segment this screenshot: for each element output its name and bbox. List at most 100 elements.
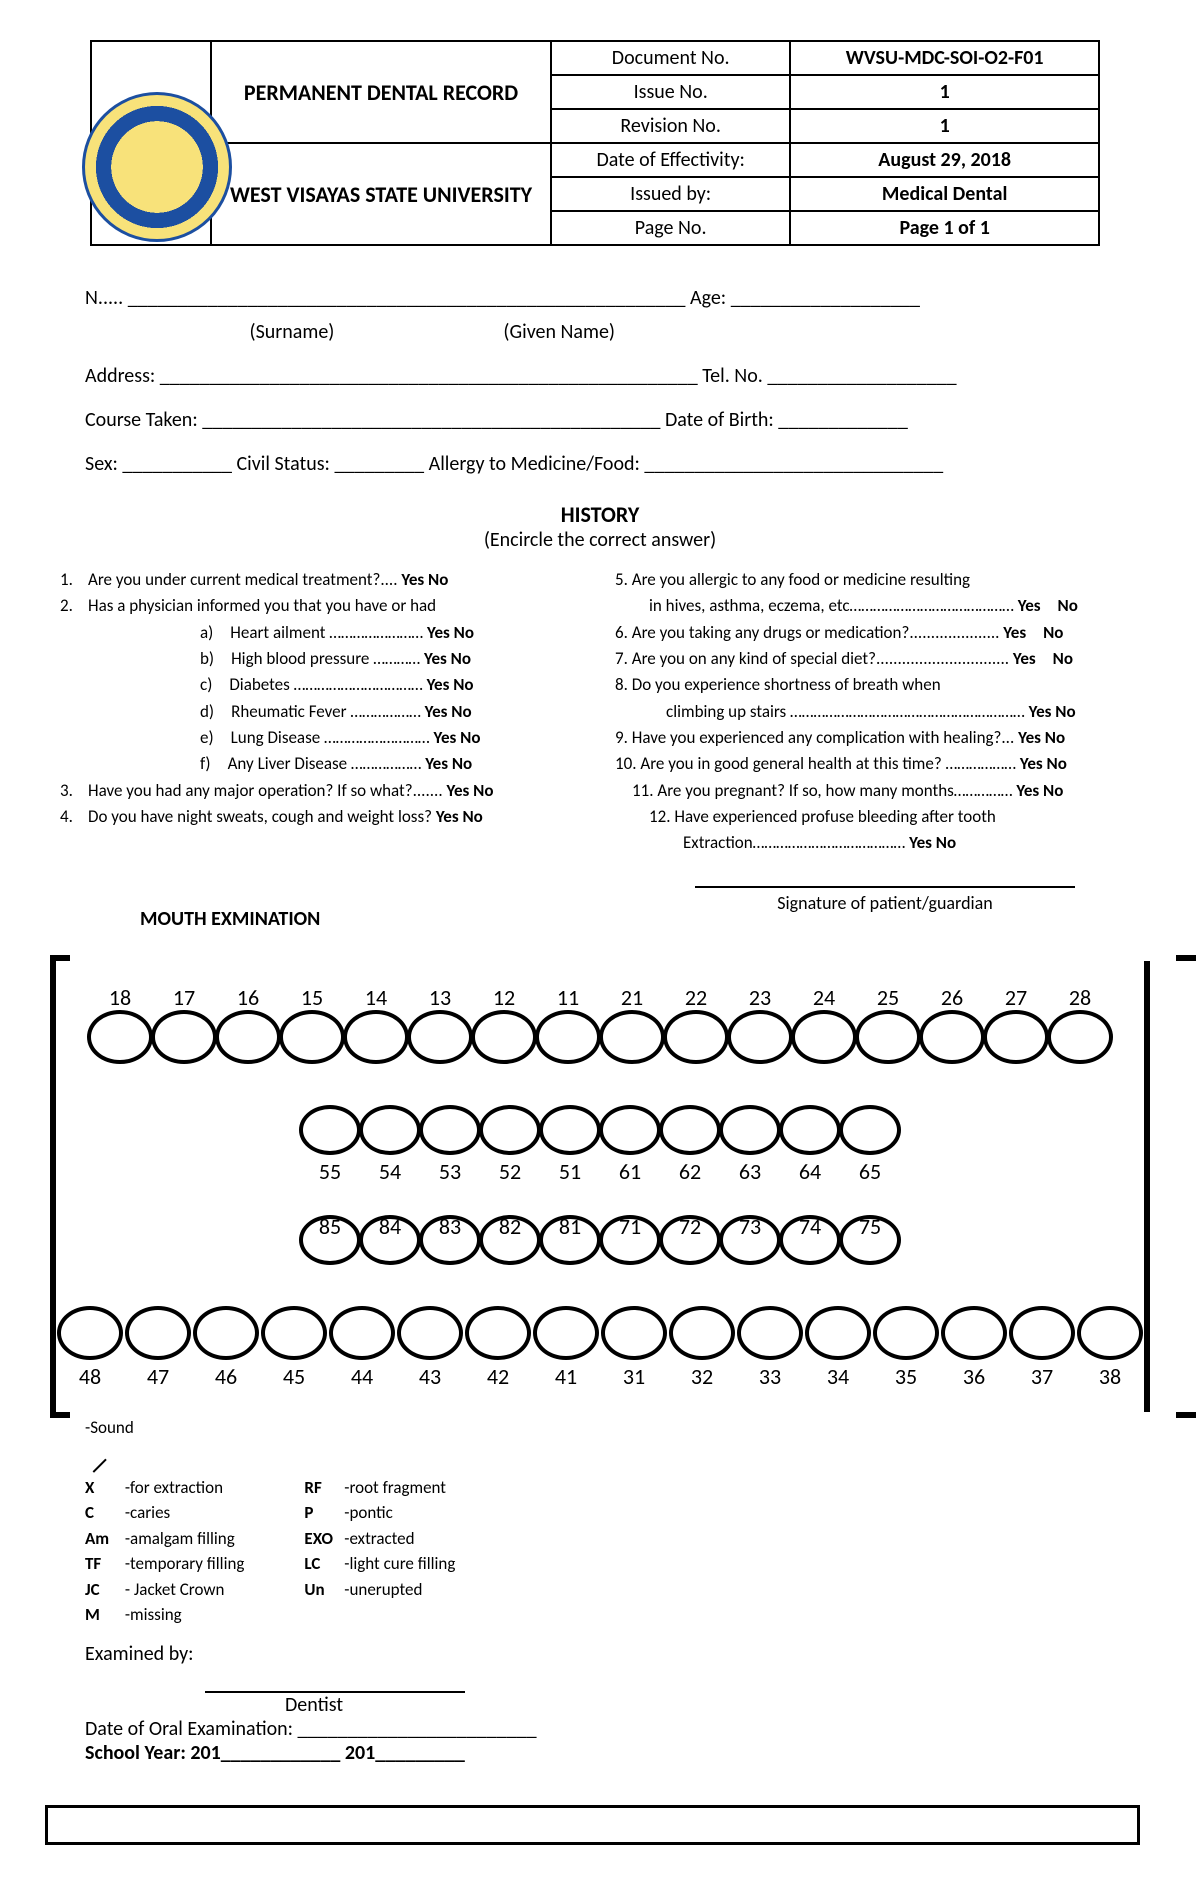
legend-item: RF -root fragment	[304, 1475, 455, 1501]
sex-line: ___________	[122, 452, 232, 476]
tooth-63: 63	[719, 1105, 781, 1184]
tooth-82: 82	[479, 1215, 541, 1265]
tooth-84: 84	[359, 1215, 421, 1265]
signature-block: Signature of patient/guardian	[695, 886, 1075, 914]
tooth-54: 54	[359, 1105, 421, 1184]
legend-item: EXO -extracted	[304, 1526, 455, 1552]
legend-item: Un -unerupted	[304, 1577, 455, 1603]
tooth-25: 25	[855, 984, 921, 1064]
tooth-47: 47	[125, 1306, 191, 1389]
tooth-62: 62	[659, 1105, 721, 1184]
tooth-45: 45	[261, 1306, 327, 1389]
tooth-21: 21	[599, 984, 665, 1064]
hdr-label-1: Issue No.	[551, 75, 790, 109]
address-label: Address:	[85, 364, 155, 388]
tooth-12: 12	[471, 984, 537, 1064]
history-item: 7. Are you on any kind of special diet?.…	[605, 646, 1160, 672]
history-item: 6. Are you taking any drugs or medicatio…	[605, 620, 1160, 646]
tooth-32: 32	[669, 1306, 735, 1389]
history-item: 9. Have you experienced any complication…	[605, 725, 1160, 751]
hdr-label-2: Revision No.	[551, 109, 790, 143]
header-table: PERMANENT DENTAL RECORD Document No. WVS…	[90, 40, 1100, 246]
tooth-74: 74	[779, 1215, 841, 1265]
tooth-31: 31	[601, 1306, 667, 1389]
civil-label: Civil Status:	[237, 452, 330, 476]
surname-label: (Surname)	[250, 320, 335, 344]
legend-block: X -for extractionC -cariesAm -amalgam fi…	[85, 1448, 1115, 1628]
tooth-64: 64	[779, 1105, 841, 1184]
history-item: f) Any Liver Disease ……………… Yes No	[40, 751, 595, 777]
tooth-26: 26	[919, 984, 985, 1064]
tooth-38: 38	[1077, 1306, 1143, 1389]
tooth-75: 75	[839, 1215, 901, 1265]
exam-date-line: Date of Oral Examination: ______________…	[85, 1717, 1115, 1741]
legend-item: X -for extraction	[85, 1475, 244, 1501]
tooth-42: 42	[465, 1306, 531, 1389]
history-item: 10. Are you in good general health at th…	[605, 751, 1160, 777]
history-item: e) Lung Disease ……………………… Yes No	[40, 725, 595, 751]
dob-label: Date of Birth:	[665, 408, 774, 432]
tooth-28: 28	[1047, 984, 1113, 1064]
tooth-14: 14	[343, 984, 409, 1064]
legend-item: TF -temporary filling	[85, 1551, 244, 1577]
tooth-17: 17	[151, 984, 217, 1064]
slash-icon	[81, 1447, 106, 1472]
legend-item: M -missing	[85, 1602, 244, 1628]
tooth-35: 35	[873, 1306, 939, 1389]
tooth-18: 18	[87, 984, 153, 1064]
hdr-val-1: 1	[790, 75, 1099, 109]
tooth-52: 52	[479, 1105, 541, 1184]
hdr-val-5: Page 1 of 1	[790, 211, 1099, 245]
school-year-line: School Year: 201____________ 201________…	[85, 1741, 1115, 1765]
tooth-85: 85	[299, 1215, 361, 1265]
history-item: a) Heart ailment …………………… Yes No	[40, 620, 595, 646]
tooth-36: 36	[941, 1306, 1007, 1389]
bottom-box	[45, 1805, 1140, 1845]
history-item: d) Rheumatic Fever ……………… Yes No	[40, 699, 595, 725]
dob-line: _____________	[778, 408, 908, 432]
history-item: 3.Have you had any major operation? If s…	[40, 778, 595, 804]
tooth-37: 37	[1009, 1306, 1075, 1389]
tooth-23: 23	[727, 984, 793, 1064]
civil-line: _________	[334, 452, 424, 476]
doc-title-2: WEST VISAYAS STATE UNIVERSITY	[211, 143, 551, 245]
tel-line: ___________________	[767, 364, 956, 388]
legend-item: C -caries	[85, 1500, 244, 1526]
given-name-label: (Given Name)	[503, 320, 615, 344]
tooth-53: 53	[419, 1105, 481, 1184]
hdr-val-2: 1	[790, 109, 1099, 143]
allergy-label: Allergy to Medicine/Food:	[429, 452, 640, 476]
tel-label: Tel. No.	[702, 364, 763, 388]
legend-item: LC -light cure filling	[304, 1551, 455, 1577]
age-label: Age:	[690, 286, 726, 310]
name-prefix: N.....	[85, 286, 123, 310]
history-item: 1.Are you under current medical treatmen…	[40, 567, 595, 593]
tooth-22: 22	[663, 984, 729, 1064]
tooth-71: 71	[599, 1215, 661, 1265]
history-item: c) Diabetes …………………………… Yes No	[40, 672, 595, 698]
logo-cell	[91, 41, 211, 245]
allergy-line: ______________________________	[644, 452, 943, 476]
course-label: Course Taken:	[85, 408, 198, 432]
tooth-65: 65	[839, 1105, 901, 1184]
history-item: 2.Has a physician informed you that you …	[40, 593, 595, 619]
university-seal-icon	[82, 92, 232, 242]
signature-label: Signature of patient/guardian	[695, 892, 1075, 914]
history-item: 5. Are you allergic to any food or medic…	[605, 567, 1160, 593]
hdr-label-0: Document No.	[551, 41, 790, 75]
tooth-15: 15	[279, 984, 345, 1064]
hdr-val-3: August 29, 2018	[790, 143, 1099, 177]
tooth-46: 46	[193, 1306, 259, 1389]
history-item: 4.Do you have night sweats, cough and we…	[40, 804, 595, 830]
tooth-41: 41	[533, 1306, 599, 1389]
tooth-44: 44	[329, 1306, 395, 1389]
hdr-label-5: Page No.	[551, 211, 790, 245]
tooth-83: 83	[419, 1215, 481, 1265]
tooth-55: 55	[299, 1105, 361, 1184]
dentist-label: Dentist	[285, 1693, 1115, 1717]
tooth-72: 72	[659, 1215, 721, 1265]
tooth-34: 34	[805, 1306, 871, 1389]
tooth-24: 24	[791, 984, 857, 1064]
examined-by-label: Examined by:	[85, 1642, 1115, 1666]
name-line: ________________________________________…	[128, 286, 686, 310]
